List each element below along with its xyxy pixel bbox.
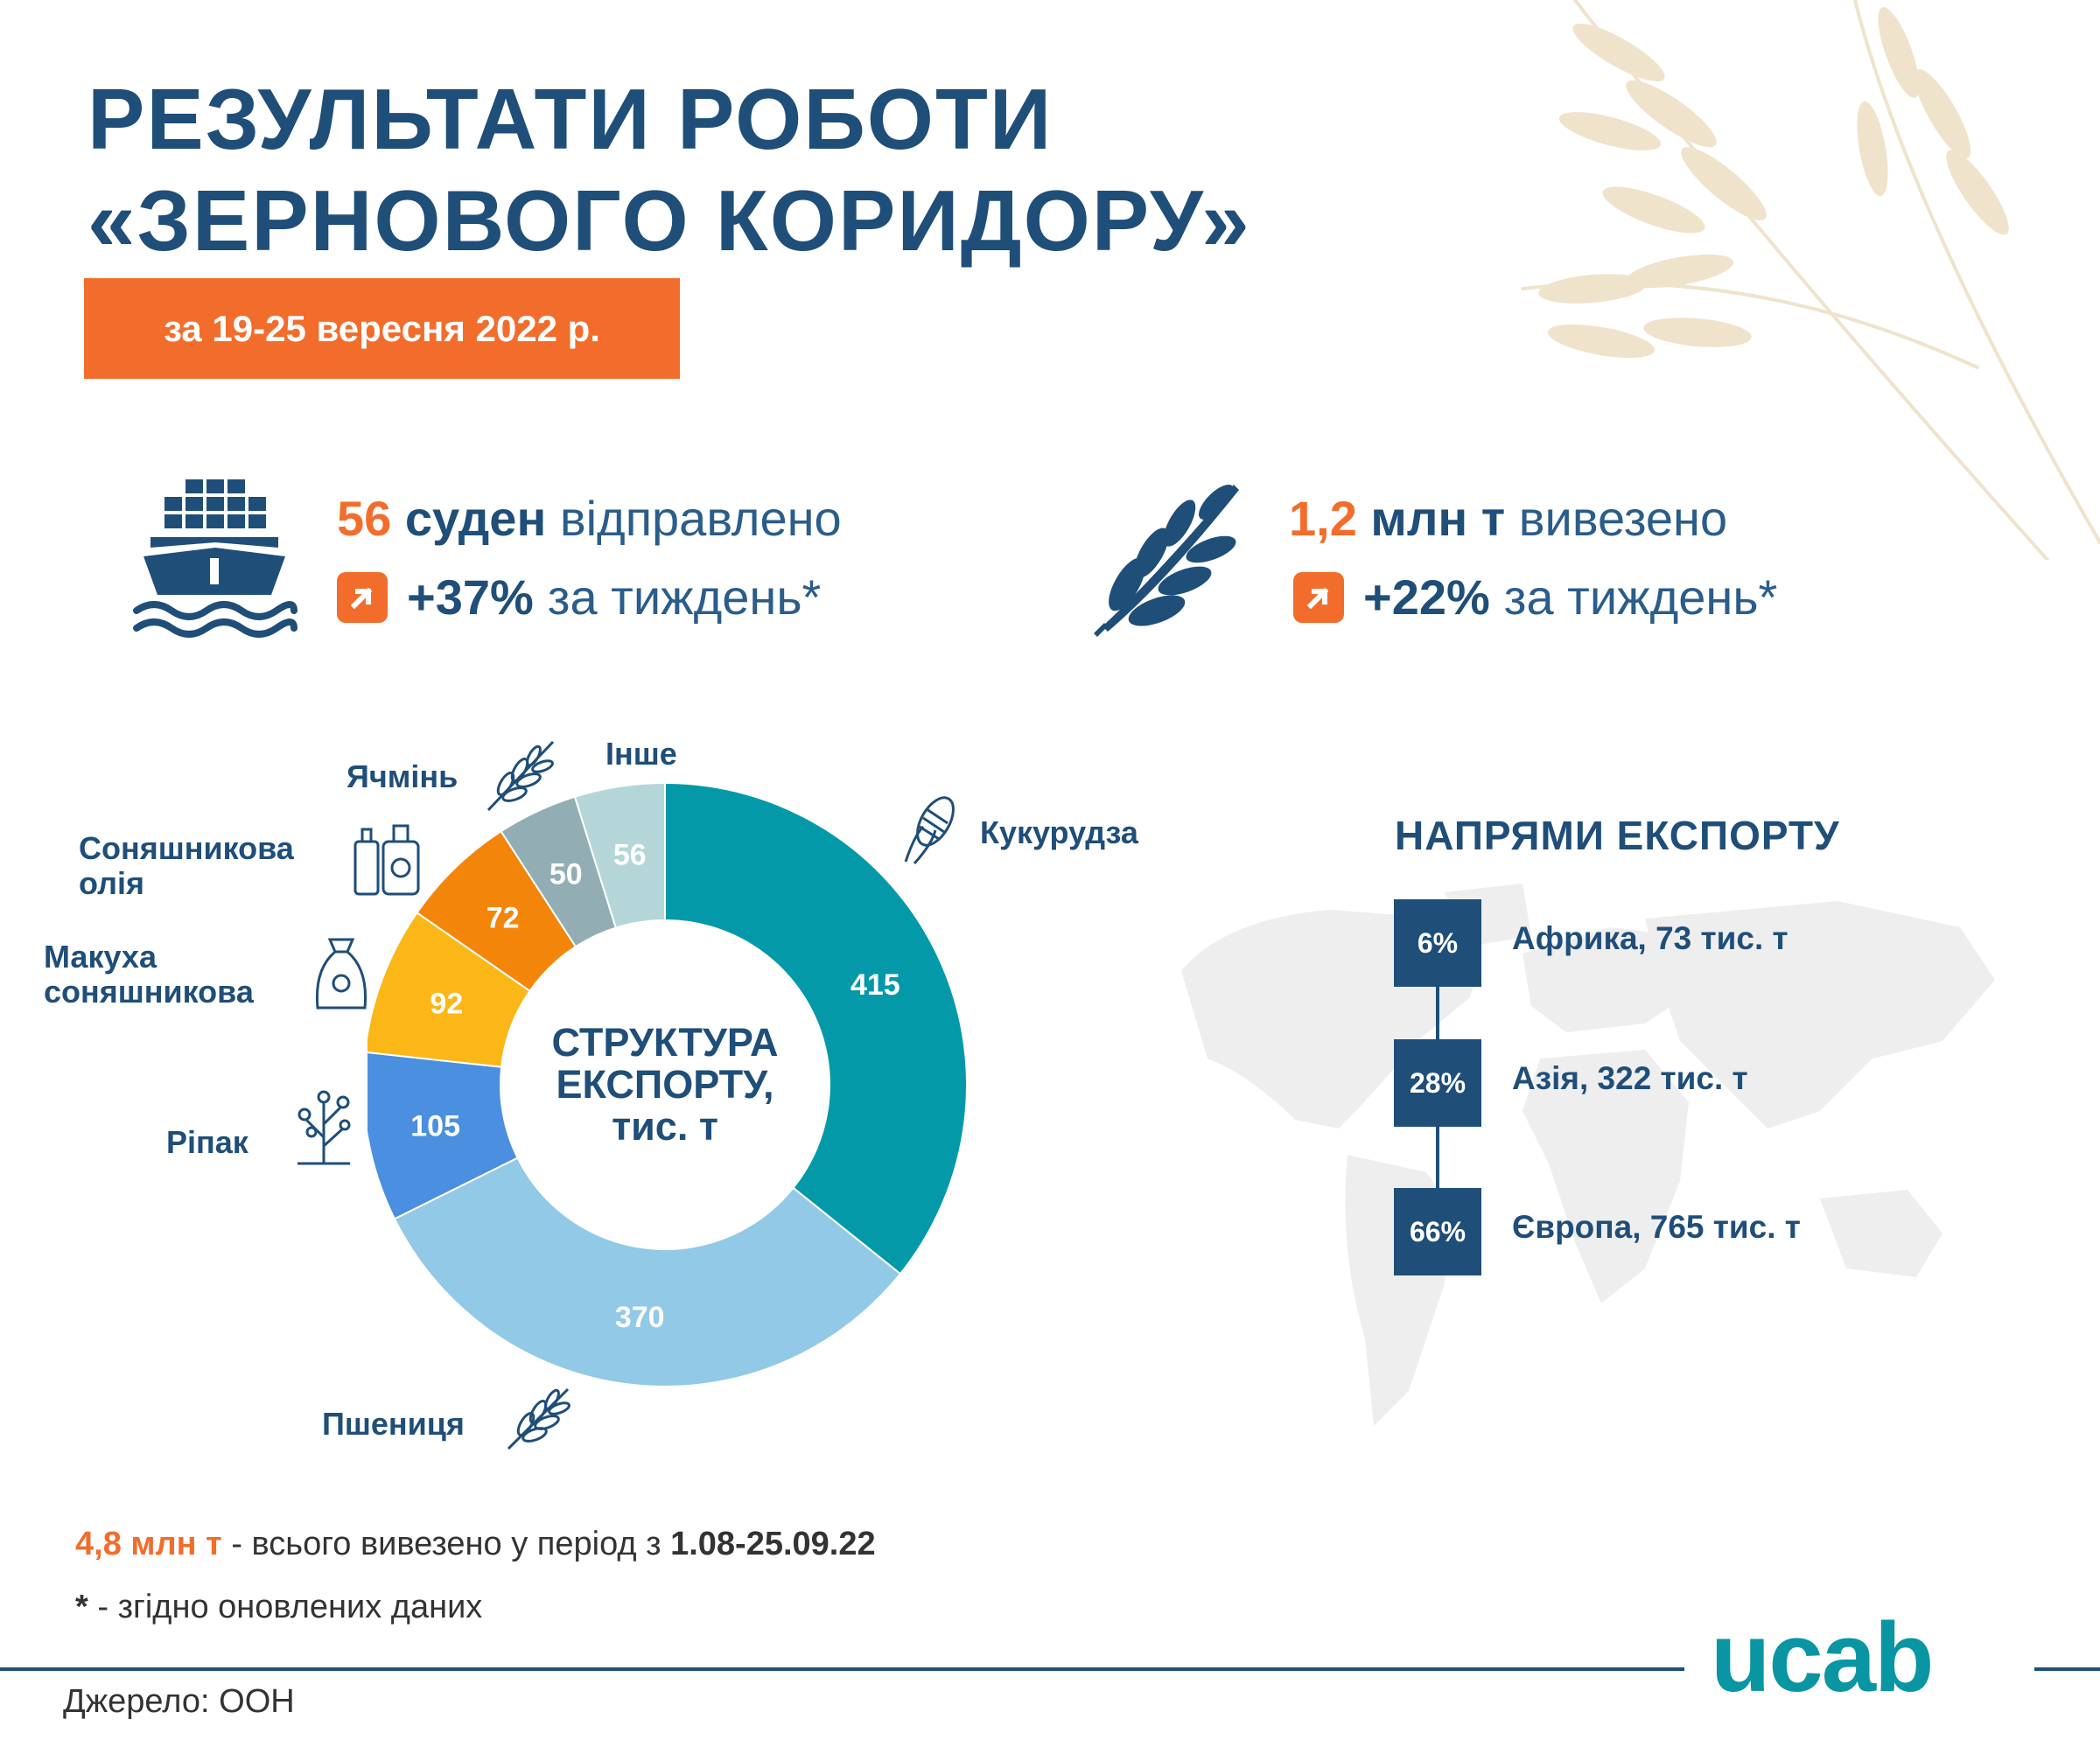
container-ship-icon <box>133 479 298 638</box>
donut-value-corn: 415 <box>850 968 900 1002</box>
ships-verb: відправлено <box>559 491 842 546</box>
chart-center-line-2: ЕКСПОРТУ, <box>556 1062 774 1107</box>
ships-change-text: за тиждень* <box>547 570 822 625</box>
title-line-2: «ЗЕРНОВОГО КОРИДОРУ» <box>88 172 1251 269</box>
donut-value-sunflower-oil: 72 <box>486 902 520 935</box>
label-barley: Ячмінь <box>346 758 458 794</box>
donut-value-other: 56 <box>613 839 647 872</box>
wheat-ear-icon <box>1094 485 1239 637</box>
ships-stat: 56 суден відправлено <box>337 490 842 547</box>
donut-slice-other <box>573 781 666 929</box>
label-oil-line-1: Соняшникова <box>79 830 294 866</box>
volume-change: +22% за тиждень* <box>1293 569 1777 625</box>
arrow-up-right-icon <box>1293 571 1344 623</box>
export-label-asia: Азія, 322 тис. т <box>1512 1060 1748 1096</box>
period-badge: за 19-25 вересня 2022 р. <box>84 278 680 379</box>
barley-icon <box>486 740 555 812</box>
label-sunflower-oil: Соняшникова олія <box>79 831 294 901</box>
donut-value-wheat: 370 <box>615 1301 665 1334</box>
volume-stat: 1,2 млн т вивезено <box>1289 490 1727 547</box>
volume-change-value: +22% <box>1363 570 1490 625</box>
label-wheat: Пшениця <box>322 1406 465 1442</box>
donut-value-barley: 50 <box>550 858 583 891</box>
export-directions-title: НАПРЯМИ ЕКСПОРТУ <box>1395 813 1840 858</box>
footnote-text: - згідно оновлених даних <box>88 1589 483 1625</box>
title-line-1: РЕЗУЛЬТАТИ РОБОТИ <box>88 71 1054 167</box>
ships-unit: суден <box>404 491 547 546</box>
footnote-star: * <box>75 1589 88 1625</box>
chart-center-label: СТРУКТУРА ЕКСПОРТУ, тис. т <box>534 1022 796 1148</box>
volume-unit: млн т <box>1370 491 1506 546</box>
volume-change-text: за тиждень* <box>1503 570 1778 625</box>
total-text: - всього вивезено у період з <box>221 1526 671 1562</box>
donut-slice-wheat <box>393 1157 902 1387</box>
donut-value-rapeseed: 105 <box>410 1110 460 1143</box>
export-percent-europe: 66% <box>1394 1188 1481 1275</box>
ucab-logo: ucab <box>1711 1603 1934 1712</box>
donut-slice-rapeseed <box>368 1052 519 1220</box>
label-corn: Кукурудза <box>980 814 1138 850</box>
wheat-decoration-icon <box>1521 0 2100 560</box>
ships-number: 56 <box>337 491 392 546</box>
total-period: 1.08-25.09.22 <box>670 1526 876 1562</box>
ships-change: +37% за тиждень* <box>337 569 821 625</box>
corn-icon <box>904 796 955 865</box>
page-title: РЕЗУЛЬТАТИ РОБОТИ «ЗЕРНОВОГО КОРИДОРУ» <box>88 68 1251 271</box>
label-other: Інше <box>606 736 677 772</box>
ships-change-value: +37% <box>407 570 534 625</box>
chart-center-line-1: СТРУКТУРА <box>551 1020 779 1065</box>
export-percent-asia: 28% <box>1394 1039 1481 1127</box>
label-oil-line-2: олія <box>79 865 144 901</box>
sack-icon <box>315 938 368 1010</box>
world-map-decoration <box>1181 884 1995 1426</box>
label-rapeseed: Ріпак <box>166 1124 248 1160</box>
arrow-up-right-icon <box>337 571 388 623</box>
label-meal-line-2: соняшникова <box>44 974 254 1010</box>
label-meal-line-1: Макуха <box>44 939 157 975</box>
total-exported-line: 4,8 млн т - всього вивезено у період з 1… <box>75 1526 876 1563</box>
footer-divider-right <box>2034 1667 2100 1671</box>
chart-center-line-3: тис. т <box>612 1104 718 1149</box>
source-note: Джерело: ООН <box>63 1683 295 1720</box>
footnote: * - згідно оновлених даних <box>75 1589 482 1626</box>
total-value: 4,8 млн т <box>75 1526 222 1562</box>
rapeseed-plant-icon <box>298 1090 351 1165</box>
volume-number: 1,2 <box>1289 491 1357 546</box>
donut-slice-corn <box>664 781 968 1275</box>
volume-verb: вивезено <box>1518 491 1728 546</box>
label-sunflower-meal: Макуха соняшникова <box>44 940 254 1010</box>
wheat-icon <box>507 1387 570 1450</box>
export-label-europe: Європа, 765 тис. т <box>1512 1209 1801 1245</box>
export-label-africa: Африка, 73 тис. т <box>1512 920 1788 956</box>
oil-bottles-icon <box>354 824 420 896</box>
footer-divider-left <box>0 1667 1684 1671</box>
export-structure-donut-chart: 415 370 105 92 72 50 56 <box>368 781 968 1387</box>
donut-value-sunflower-meal: 92 <box>430 988 463 1021</box>
export-percent-africa: 6% <box>1394 899 1481 987</box>
